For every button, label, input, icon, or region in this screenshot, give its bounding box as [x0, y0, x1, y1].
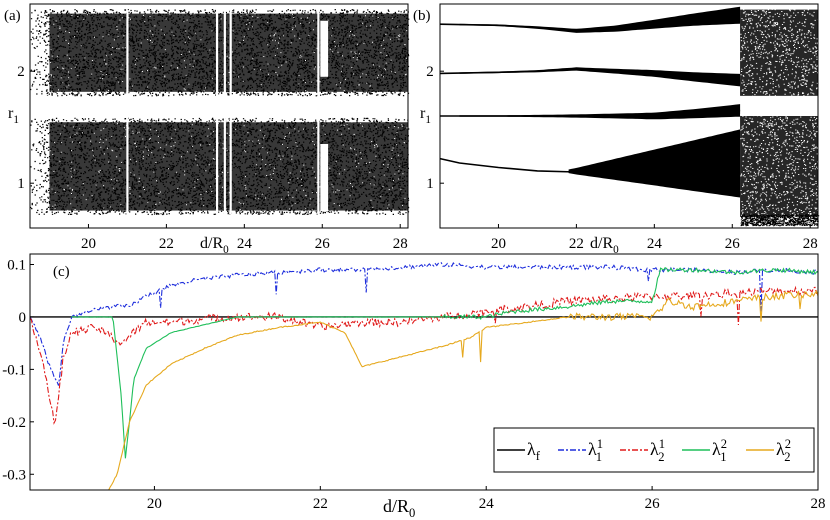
x-tick-label-a: 22	[159, 236, 174, 252]
x-tick-label-a: 20	[81, 236, 96, 252]
x-tick-label-c: 24	[479, 496, 495, 512]
chaos-points-a	[30, 9, 410, 216]
chaos-region-lower-b	[568, 129, 741, 198]
x-tick-label-c: 20	[147, 496, 162, 512]
x-tick-label-a: 26	[315, 236, 331, 252]
y-tick-label-c: 0.1	[7, 257, 26, 273]
x-axis-label-c: d/R0	[383, 496, 415, 520]
y-axis-label-a: r1	[8, 105, 19, 126]
y-tick-label-b: 1	[426, 176, 434, 192]
series-line-3	[30, 285, 818, 425]
panel-a: 20 22 24 26 28 1 2 (a) r1 d/R0	[4, 3, 410, 256]
y-tick-label-c: -0.3	[2, 467, 26, 483]
period-branch-b	[439, 157, 741, 173]
period-branch-b	[440, 109, 741, 117]
window-gap-a	[43, 95, 50, 119]
texture-a	[49, 9, 409, 216]
series-line-4	[71, 267, 818, 459]
y-tick-label-a: 1	[17, 176, 25, 192]
panel-label-a: (a)	[4, 8, 21, 24]
panel-label-b: (b)	[413, 8, 431, 24]
panel-c: 20 22 24 26 28 0.1 0 -0.1 -0.2 -0.3 (c) d/R0 λf λ1 1 λ1…	[2, 253, 826, 520]
legend-label-2: λ1 1	[588, 437, 603, 464]
x-tick-label-b: 20	[491, 236, 506, 252]
x-tick-label-b: 24	[647, 236, 663, 252]
x-tick-label-a: 28	[393, 236, 408, 252]
legend-label-3: λ1 2	[650, 437, 665, 464]
x-tick-label-b: 26	[725, 236, 741, 252]
x-axis-label-b: d/R0	[590, 235, 619, 256]
x-tick-label-c: 26	[645, 496, 661, 512]
chaos-edge-b	[740, 214, 820, 227]
period-branch-b	[439, 68, 741, 81]
y-tick-label-a: 2	[17, 64, 25, 80]
x-tick-label-c: 22	[313, 496, 328, 512]
x-tick-label-c: 28	[811, 496, 826, 512]
x-axis-label-a: d/R0	[200, 235, 229, 256]
window-gap-a	[320, 20, 329, 77]
panel-b: 20 22 24 26 28 1 2 (b) r1 d/R0	[413, 3, 820, 256]
y-axis-label-b: r1	[420, 105, 431, 126]
x-tick-label-b: 22	[569, 236, 584, 252]
window-gap-a	[320, 144, 329, 212]
legend-label-4: λ2 1	[712, 437, 727, 464]
y-tick-label-c: -0.2	[2, 415, 26, 431]
x-tick-label-b: 28	[803, 236, 818, 252]
x-tick-label-a: 24	[237, 236, 253, 252]
y-tick-label-c: -0.1	[2, 362, 26, 378]
series-line-5	[108, 290, 818, 490]
legend-label-5: λ2 2	[776, 437, 791, 464]
series-group-c	[30, 262, 818, 490]
panel-label-c: (c)	[53, 264, 70, 280]
chaos-texture-b	[740, 5, 820, 220]
legend-label-1: λf	[527, 439, 541, 463]
axes-frame-c	[29, 253, 819, 491]
period-branch-b	[439, 14, 741, 32]
axes-frame-a	[29, 3, 409, 229]
axes-frame-b	[439, 3, 819, 229]
y-tick-label-b: 2	[426, 64, 434, 80]
y-tick-label-c: 0	[19, 310, 27, 326]
